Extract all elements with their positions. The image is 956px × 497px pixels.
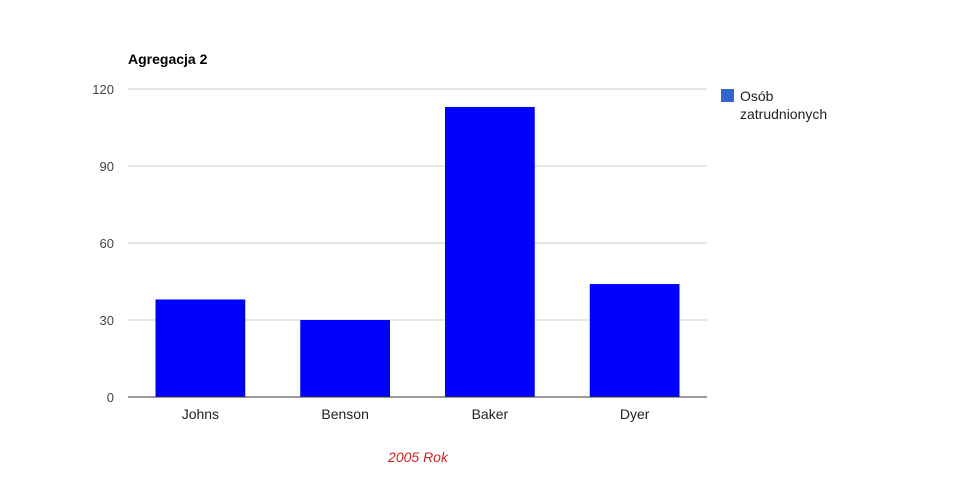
x-tick-label: Johns	[182, 406, 219, 422]
y-tick-label: 30	[100, 313, 114, 328]
chart-title: Agregacja 2	[128, 51, 208, 67]
y-axis-ticks: 0 30 60 90 120	[92, 82, 114, 405]
x-tick-label: Dyer	[620, 406, 650, 422]
x-tick-label: Baker	[472, 406, 509, 422]
legend-label-line-2: zatrudnionych	[740, 106, 827, 122]
legend: Osób zatrudnionych	[721, 88, 827, 122]
x-axis-ticks: Johns Benson Baker Dyer	[182, 406, 650, 422]
bars	[155, 106, 680, 397]
bar	[300, 320, 390, 397]
y-tick-label: 60	[100, 236, 114, 251]
bar	[589, 284, 680, 397]
x-tick-label: Benson	[321, 406, 368, 422]
bar	[155, 299, 246, 397]
bar	[445, 106, 535, 397]
y-tick-label: 90	[100, 159, 114, 174]
legend-swatch	[721, 89, 734, 102]
y-tick-label: 0	[107, 390, 114, 405]
x-axis-label: 2005 Rok	[387, 449, 449, 465]
y-tick-label: 120	[92, 82, 114, 97]
legend-label-line-1: Osób	[740, 88, 774, 104]
